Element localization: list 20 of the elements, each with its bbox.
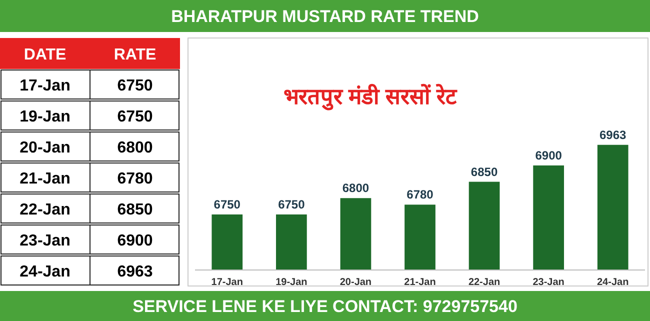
x-tick-label: 22-Jan — [468, 277, 500, 288]
text: SERVICE LENE KE LIYE CONTACT: 9729757540 — [132, 297, 518, 316]
x-tick-label: 17-Jan — [211, 277, 243, 288]
data-label: 6963 — [600, 128, 627, 142]
x-tick-label: 23-Jan — [532, 277, 564, 288]
x-tick-label: 24-Jan — [597, 277, 629, 288]
text: भरतपुर मंडी सरसों रेट — [283, 83, 458, 111]
table: 17-Jan 6750 19-Jan 6750 20-Jan 6800 21-Jan 6780 22-Jan 6850 23-Jan 6900 24-Jan 6963 — [0, 70, 180, 286]
data-label: 6780 — [406, 188, 434, 202]
data-label: 6750 — [214, 197, 241, 212]
data-label: 6800 — [342, 181, 370, 196]
x-tick-label: 21-Jan — [404, 277, 436, 288]
data-label: 6750 — [278, 197, 306, 212]
chart-title: BHARATPUR MUSTARD RATE TREND — [171, 7, 479, 26]
text: DATE — [24, 46, 67, 64]
text: RATE — [114, 46, 157, 64]
data-label: 6850 — [470, 164, 498, 179]
x-tick-label: 19-Jan — [276, 277, 308, 288]
x-tick-label: 20-Jan — [340, 277, 372, 288]
data-label: 6900 — [535, 148, 562, 162]
